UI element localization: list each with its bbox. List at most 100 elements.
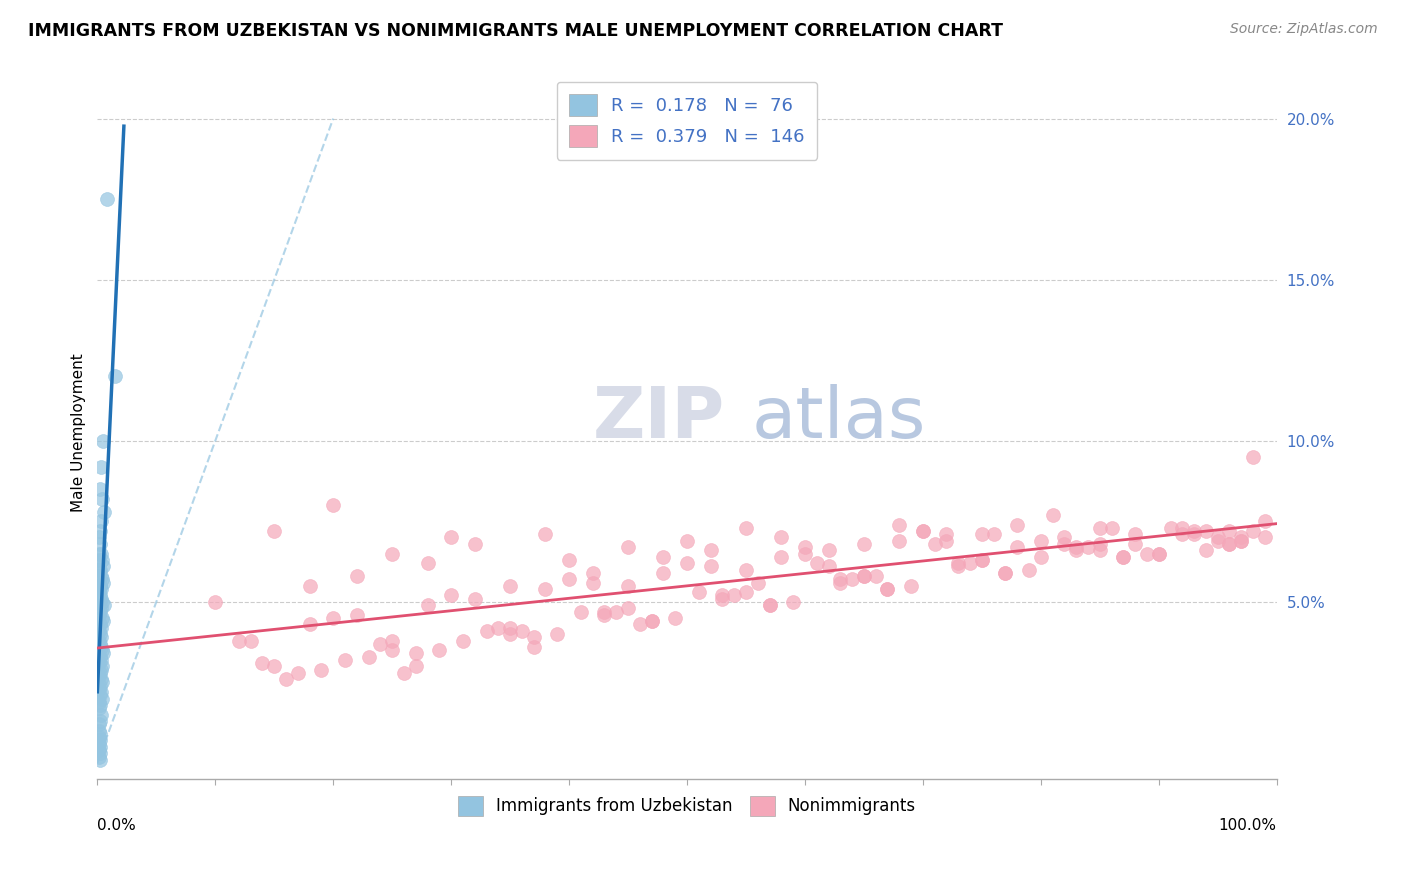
Point <box>90 601 112 615</box>
Point <box>1218 537 1240 551</box>
Point <box>416 598 439 612</box>
Point <box>89 524 111 538</box>
Point <box>90 569 112 583</box>
Point <box>523 640 546 654</box>
Point <box>499 621 522 635</box>
Point <box>911 524 934 538</box>
Point <box>89 679 111 693</box>
Point <box>91 691 114 706</box>
Point <box>1206 530 1229 544</box>
Point <box>1171 521 1194 535</box>
Point <box>91 595 114 609</box>
Legend: Immigrants from Uzbekistan, Nonimmigrants: Immigrants from Uzbekistan, Nonimmigrant… <box>449 786 927 826</box>
Point <box>830 575 852 590</box>
Point <box>370 637 392 651</box>
Point <box>1171 527 1194 541</box>
Point <box>1029 533 1052 548</box>
Point <box>534 527 557 541</box>
Point <box>87 633 110 648</box>
Point <box>405 659 427 673</box>
Point <box>889 517 911 532</box>
Point <box>89 637 111 651</box>
Point <box>1088 537 1111 551</box>
Point <box>239 633 262 648</box>
Point <box>91 553 114 567</box>
Point <box>90 514 112 528</box>
Point <box>994 566 1017 580</box>
Point <box>523 630 546 644</box>
Point <box>263 659 285 673</box>
Point <box>1218 537 1240 551</box>
Point <box>817 543 839 558</box>
Point <box>89 746 111 760</box>
Point <box>582 566 605 580</box>
Point <box>90 653 112 667</box>
Point <box>89 727 111 741</box>
Point <box>582 575 605 590</box>
Point <box>735 521 758 535</box>
Point <box>89 579 111 593</box>
Point <box>1005 517 1028 532</box>
Point <box>499 579 522 593</box>
Point <box>87 553 110 567</box>
Point <box>1241 450 1264 464</box>
Point <box>1029 549 1052 564</box>
Point <box>534 582 557 596</box>
Point <box>735 585 758 599</box>
Point <box>87 717 110 731</box>
Point <box>1101 521 1123 535</box>
Point <box>89 739 111 754</box>
Point <box>1042 508 1064 522</box>
Text: atlas: atlas <box>752 384 927 453</box>
Point <box>87 681 110 696</box>
Point <box>440 530 463 544</box>
Point <box>91 491 114 506</box>
Point <box>96 192 118 206</box>
Point <box>91 614 114 628</box>
Point <box>91 643 114 657</box>
Point <box>1064 540 1087 554</box>
Point <box>1206 533 1229 548</box>
Point <box>93 505 115 519</box>
Point <box>89 605 111 619</box>
Point <box>87 595 110 609</box>
Point <box>758 598 780 612</box>
Point <box>794 547 817 561</box>
Text: 0.0%: 0.0% <box>97 818 136 833</box>
Point <box>486 621 509 635</box>
Point <box>1230 533 1253 548</box>
Point <box>1005 540 1028 554</box>
Point <box>664 611 686 625</box>
Point <box>510 624 533 638</box>
Text: IMMIGRANTS FROM UZBEKISTAN VS NONIMMIGRANTS MALE UNEMPLOYMENT CORRELATION CHART: IMMIGRANTS FROM UZBEKISTAN VS NONIMMIGRA… <box>28 22 1002 40</box>
Point <box>90 547 112 561</box>
Point <box>1147 547 1170 561</box>
Point <box>89 665 111 680</box>
Point <box>464 537 486 551</box>
Point <box>90 640 112 654</box>
Point <box>911 524 934 538</box>
Point <box>1136 547 1159 561</box>
Text: 100.0%: 100.0% <box>1219 818 1277 833</box>
Point <box>546 627 568 641</box>
Point <box>451 633 474 648</box>
Point <box>841 572 863 586</box>
Point <box>593 605 616 619</box>
Point <box>770 530 793 544</box>
Point <box>782 595 804 609</box>
Point <box>87 723 110 738</box>
Point <box>90 707 112 722</box>
Point <box>1160 521 1182 535</box>
Point <box>1053 537 1076 551</box>
Point <box>89 649 111 664</box>
Point <box>91 559 114 574</box>
Point <box>747 575 769 590</box>
Point <box>1064 543 1087 558</box>
Point <box>699 543 721 558</box>
Point <box>970 527 993 541</box>
Point <box>91 675 114 690</box>
Point <box>817 559 839 574</box>
Point <box>970 553 993 567</box>
Point <box>89 537 111 551</box>
Text: Source: ZipAtlas.com: Source: ZipAtlas.com <box>1230 22 1378 37</box>
